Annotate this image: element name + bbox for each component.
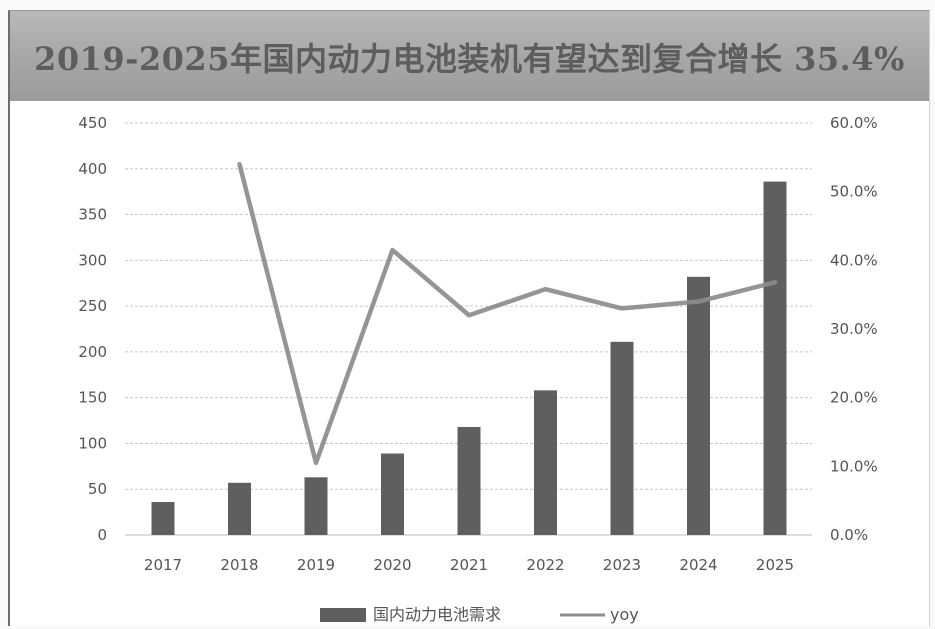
bar bbox=[228, 482, 251, 535]
x-tick-label: 2017 bbox=[144, 556, 182, 574]
bar bbox=[687, 276, 710, 535]
y-left-tick-label: 0 bbox=[97, 526, 107, 544]
y-left-tick-label: 450 bbox=[78, 114, 107, 132]
yoy-line-layer bbox=[237, 161, 778, 466]
y-left-tick-label: 250 bbox=[78, 297, 107, 315]
bars bbox=[151, 181, 787, 535]
x-axis: 2017 2018 2019 2020 2021 2022 2023 2024 2025 bbox=[144, 556, 794, 574]
bar bbox=[763, 181, 787, 535]
x-tick-label: 2018 bbox=[220, 556, 258, 574]
y-left-tick-label: 400 bbox=[78, 160, 107, 178]
y-right-tick-label: 60.0% bbox=[830, 114, 878, 132]
bar bbox=[304, 477, 328, 535]
x-tick-label: 2025 bbox=[756, 556, 794, 574]
y-right-tick-label: 50.0% bbox=[830, 183, 878, 201]
legend-label-bar: 国内动力电池需求 bbox=[373, 605, 501, 624]
y-right-tick-label: 40.0% bbox=[830, 251, 878, 269]
x-tick-label: 2023 bbox=[603, 556, 641, 574]
y-left-tick-label: 200 bbox=[78, 343, 107, 361]
y-right-tick-label: 30.0% bbox=[830, 320, 878, 338]
y-right-tick-label: 10.0% bbox=[830, 457, 878, 475]
legend-label-line: yoy bbox=[610, 605, 639, 624]
bar bbox=[381, 453, 404, 535]
legend-swatch-bar bbox=[320, 608, 366, 622]
y-right-tick-label: 20.0% bbox=[830, 389, 878, 407]
right-axis: 0.0% 10.0% 20.0% 30.0% 40.0% 50.0% 60.0% bbox=[830, 114, 878, 544]
y-left-tick-label: 100 bbox=[78, 434, 107, 452]
bar bbox=[151, 502, 175, 535]
chart-title: 2019-2025年国内动力电池装机有望达到复合增长 35.4% bbox=[34, 40, 905, 78]
y-left-tick-label: 300 bbox=[78, 251, 107, 269]
y-left-tick-label: 150 bbox=[78, 389, 107, 407]
bar bbox=[534, 390, 557, 535]
x-tick-label: 2022 bbox=[526, 556, 564, 574]
y-left-tick-label: 350 bbox=[78, 206, 107, 224]
legend: 国内动力电池需求 yoy bbox=[320, 605, 639, 624]
yoy-line bbox=[237, 161, 778, 466]
left-axis: 0 50 100 150 200 250 300 350 400 450 bbox=[78, 114, 107, 544]
y-left-tick-label: 50 bbox=[88, 480, 107, 498]
x-tick-label: 2021 bbox=[450, 556, 488, 574]
x-tick-label: 2024 bbox=[679, 556, 717, 574]
title-banner: 2019-2025年国内动力电池装机有望达到复合增长 35.4% bbox=[10, 11, 929, 101]
bar bbox=[610, 341, 634, 535]
y-right-tick-label: 0.0% bbox=[830, 526, 868, 544]
x-tick-label: 2020 bbox=[373, 556, 411, 574]
bar bbox=[457, 426, 481, 535]
x-tick-label: 2019 bbox=[297, 556, 335, 574]
